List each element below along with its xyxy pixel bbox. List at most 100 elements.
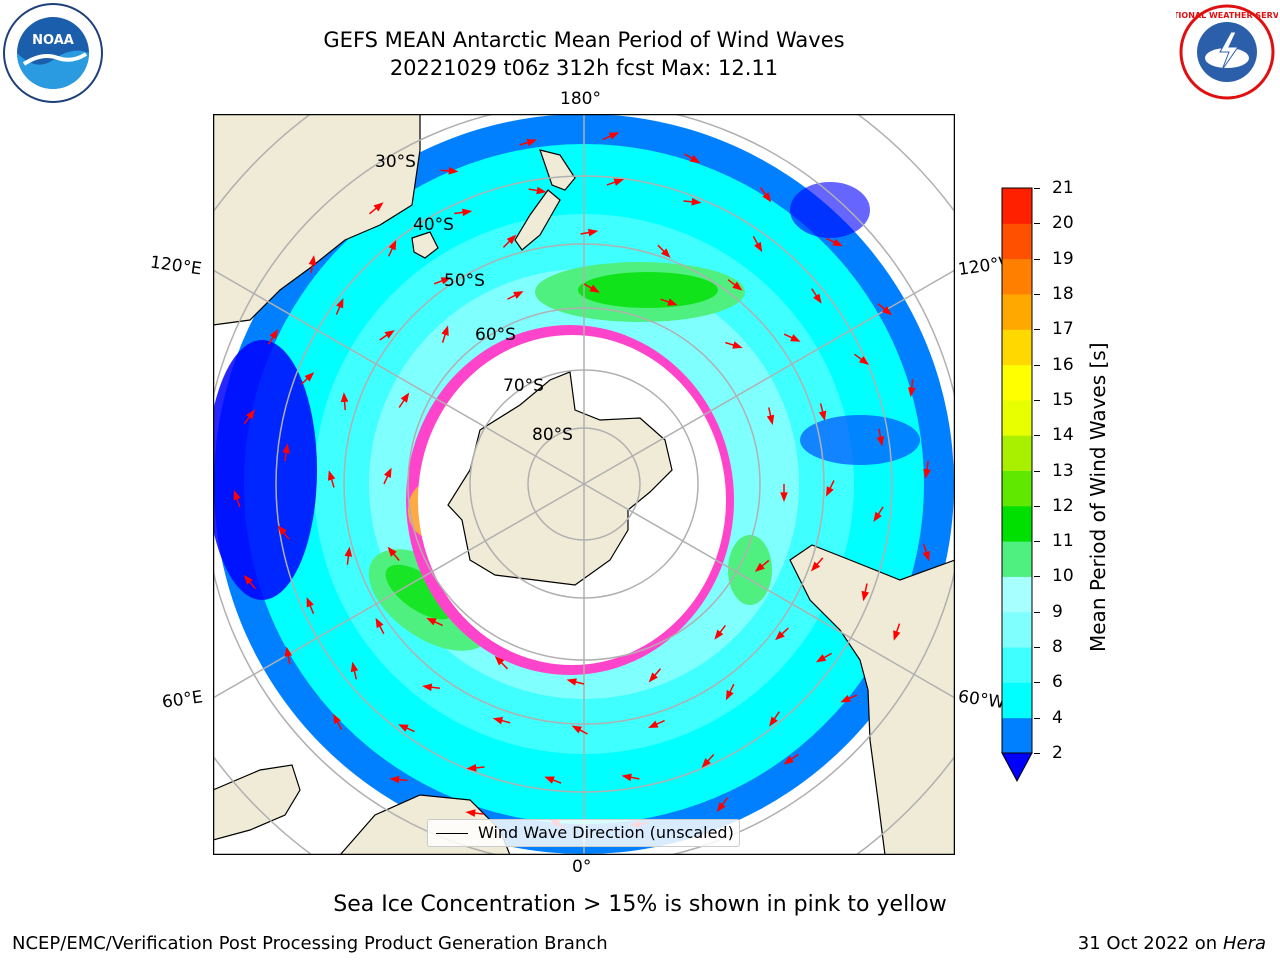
colorbar-tick-mark bbox=[1034, 223, 1040, 225]
wind-wave-arrow-head bbox=[660, 248, 671, 258]
wind-wave-arrow-head bbox=[350, 661, 359, 673]
colorbar-tick-label: 8 bbox=[1052, 637, 1063, 658]
nws-logo-text: NATIONAL WEATHER SERVICE bbox=[1176, 11, 1278, 20]
wind-wave-arrow-head bbox=[818, 410, 827, 421]
colorbar-tick-label: 9 bbox=[1052, 601, 1063, 622]
wind-wave-arrow-head bbox=[613, 178, 625, 186]
high-period-patch bbox=[728, 535, 772, 605]
wind-wave-arrow-head bbox=[400, 392, 410, 403]
colorbar-label: Mean Period of Wind Waves [s] bbox=[1086, 342, 1110, 652]
wind-wave-arrow-head bbox=[243, 574, 253, 585]
wind-wave-arrow-head bbox=[873, 511, 882, 523]
map-frame bbox=[212, 113, 956, 856]
high-period-patch bbox=[385, 564, 455, 620]
wind-wave-arrow-head bbox=[725, 689, 734, 701]
wind-wave-arrow-head bbox=[732, 341, 743, 349]
colorbar-tick-mark bbox=[1034, 647, 1040, 649]
colorbar-tick-mark bbox=[1034, 682, 1040, 684]
wind-wave-arrow-head bbox=[494, 655, 505, 666]
colorbar-segment bbox=[1002, 576, 1032, 613]
colorbar-segment bbox=[1002, 188, 1032, 224]
wind-wave-arrow-head bbox=[448, 167, 459, 175]
colorbar-segment bbox=[1002, 258, 1032, 295]
footer-date-text: 31 Oct 2022 on bbox=[1077, 933, 1223, 954]
antarctica-landmass bbox=[447, 371, 673, 586]
wind-wave-arrow-head bbox=[815, 654, 827, 663]
colorbar-extend-arrow bbox=[1001, 752, 1033, 783]
colorbar-tick-label: 10 bbox=[1052, 566, 1074, 587]
colorbar-segment bbox=[1002, 223, 1032, 260]
wind-wave-arrow-head bbox=[648, 720, 659, 729]
colorbar-tick-mark bbox=[1034, 541, 1040, 543]
colorbar-frame bbox=[1001, 187, 1033, 754]
colorbar-segment bbox=[1002, 611, 1032, 648]
wind-wave-arrow-head bbox=[922, 550, 930, 562]
colorbar-segment bbox=[1002, 505, 1032, 542]
wind-wave-arrow-head bbox=[589, 284, 600, 293]
lon-label-180: 180° bbox=[560, 89, 601, 109]
wind-wave-arrow-head bbox=[398, 724, 409, 732]
wind-wave-arrow-head bbox=[544, 776, 555, 784]
wind-wave-arrow-head bbox=[383, 467, 392, 479]
legend-label: Wind Wave Direction (unscaled) bbox=[478, 823, 734, 842]
south-america-landmass bbox=[789, 544, 955, 855]
legend-line-icon bbox=[436, 833, 468, 834]
wind-wave-arrow-head bbox=[284, 646, 293, 657]
noaa-logo: NOAA bbox=[2, 2, 104, 104]
colorbar-tick-mark bbox=[1034, 753, 1040, 754]
wind-wave-arrow-head bbox=[375, 617, 384, 629]
footer-host: Hera bbox=[1222, 933, 1266, 954]
wind-wave-arrow-head bbox=[587, 228, 599, 237]
wind-wave-arrow-head bbox=[306, 597, 314, 608]
wind-wave-arrow-head bbox=[388, 239, 397, 251]
low-period-patch bbox=[800, 415, 920, 465]
wind-wave-arrow-head bbox=[858, 356, 870, 365]
colorbar-tick-label: 11 bbox=[1052, 531, 1074, 552]
wind-wave-arrow-head bbox=[840, 694, 851, 703]
colorbar-tick-label: 21 bbox=[1052, 178, 1074, 198]
wind-wave-arrow-head bbox=[732, 281, 743, 291]
wind-wave-arrow-head bbox=[825, 486, 834, 497]
chart-title-line1: GEFS MEAN Antarctic Mean Period of Wind … bbox=[323, 28, 845, 52]
colorbar-ticks: 2 4 6 8 9 10 11 12 13 14 15 16 17 18 19 20 21 bbox=[1034, 178, 1098, 763]
wind-wave-arrow-head bbox=[893, 630, 901, 641]
colorbar-tick-mark bbox=[1034, 435, 1040, 437]
colorbar-tick-mark bbox=[1034, 611, 1040, 613]
wind-wave-arrow-head bbox=[513, 291, 524, 299]
australia-landmass bbox=[213, 114, 421, 326]
wind-wave-arrow-head bbox=[571, 725, 582, 734]
wind-wave-arrow-head bbox=[691, 197, 702, 206]
wind-wave-arrow-head bbox=[340, 392, 349, 403]
colorbar-tick-label: 17 bbox=[1052, 319, 1074, 340]
wind-wave-arrow-head bbox=[462, 208, 473, 217]
lat-label-80s: 80°S bbox=[532, 425, 573, 445]
lat-label-70s: 70°S bbox=[503, 376, 544, 396]
colorbar-segment bbox=[1002, 682, 1032, 719]
lat-label-60s: 60°S bbox=[475, 325, 516, 345]
wind-wave-arrow-head bbox=[304, 372, 315, 382]
polar-map bbox=[212, 113, 956, 856]
footer-branch: NCEP/EMC/Verification Post Processing Pr… bbox=[12, 933, 608, 954]
wind-wave-arrow-head bbox=[621, 773, 632, 782]
wind-wave-arrow-head bbox=[762, 192, 772, 203]
colorbar-tick-mark bbox=[1034, 576, 1040, 578]
wind-wave-arrow-head bbox=[769, 716, 778, 727]
wind-wave-arrow-head bbox=[783, 755, 794, 765]
colorbar-segment bbox=[1002, 399, 1032, 436]
wind-wave-arrow-head bbox=[233, 489, 241, 501]
wind-wave-arrow-head bbox=[333, 713, 341, 724]
high-period-patch bbox=[578, 272, 718, 308]
colorbar-tick-label: 18 bbox=[1052, 283, 1074, 304]
colorbar-tick-label: 12 bbox=[1052, 495, 1074, 516]
colorbar-tick-mark bbox=[1034, 329, 1040, 331]
wind-wave-arrow-head bbox=[689, 154, 701, 164]
lat-label-30s: 30°S bbox=[375, 152, 416, 172]
wind-wave-arrow-head bbox=[667, 298, 678, 306]
colorbar-tick-mark bbox=[1034, 364, 1040, 366]
wind-wave-arrow-head bbox=[766, 414, 775, 426]
chart-title-line2: 20221029 t06z 312h fcst Max: 12.11 bbox=[389, 56, 779, 80]
colorbar-tick-label: 14 bbox=[1052, 425, 1074, 446]
wind-wave-arrow-head bbox=[790, 334, 801, 342]
longitude-gridlines bbox=[213, 114, 955, 855]
wind-wave-arrow-head bbox=[701, 758, 711, 768]
